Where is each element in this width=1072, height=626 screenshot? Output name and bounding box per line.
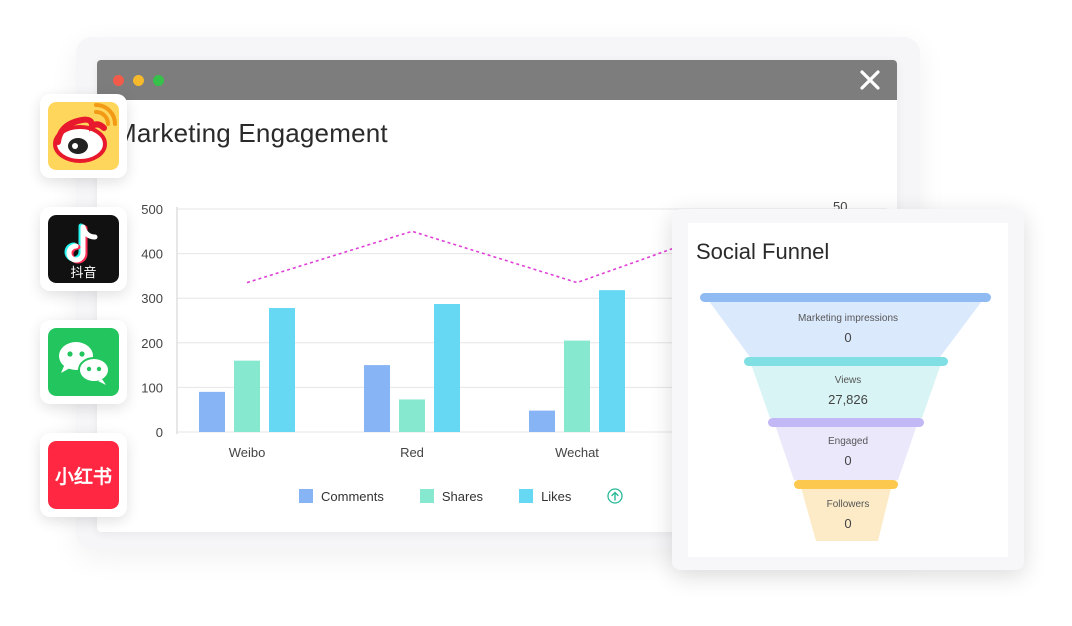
xiaohongshu-label: 小红书	[55, 465, 112, 488]
x-tick-label: Red	[400, 445, 424, 460]
funnel-stage	[800, 484, 892, 541]
funnel-stage-value: 0	[844, 330, 852, 345]
funnel-stage	[706, 297, 985, 357]
arrow-up-circle-icon[interactable]	[607, 488, 624, 504]
funnel-stage-value: 0	[844, 516, 852, 531]
funnel-stage-label: Followers	[826, 499, 870, 510]
legend-swatch	[299, 489, 313, 503]
y-tick-label: 500	[141, 202, 163, 217]
weibo-tile[interactable]	[40, 94, 127, 178]
legend-swatch	[519, 489, 534, 503]
legend-label: Shares	[441, 488, 484, 504]
weibo-icon	[48, 102, 119, 170]
bar	[399, 399, 425, 432]
close-icon[interactable]	[857, 67, 883, 93]
social-funnel-card: Social Funnel Marketing impressions 0 Vi…	[672, 209, 1024, 570]
bar	[434, 303, 460, 432]
bar	[529, 410, 555, 432]
funnel-graphic	[700, 293, 991, 541]
window-minimize-dot[interactable]	[133, 75, 144, 86]
bar	[199, 391, 225, 432]
bar	[599, 290, 625, 432]
chart-legend: Comments Shares Likes	[299, 486, 624, 506]
page-title: Marketing Engagement	[115, 118, 388, 148]
legend-item[interactable]: Likes	[519, 489, 571, 504]
legend-label: Likes	[541, 488, 572, 504]
douyin-label: 抖音	[70, 265, 96, 281]
y-tick-label: 400	[141, 247, 163, 262]
wechat-tile[interactable]	[40, 320, 127, 404]
funnel-stage-label: Views	[834, 375, 862, 386]
funnel-stage-band	[768, 418, 924, 427]
xiaohongshu-tile[interactable]: 小红书	[40, 433, 127, 517]
legend-swatch	[419, 489, 434, 503]
window-titlebar	[97, 60, 897, 100]
funnel-title: Social Funnel	[696, 239, 830, 264]
y-tick-label: 100	[141, 380, 163, 395]
bar	[234, 360, 260, 432]
y-tick-label: 0	[156, 425, 163, 440]
legend-item[interactable]: Shares	[419, 488, 484, 504]
funnel-stage	[774, 422, 918, 480]
bar	[269, 308, 295, 432]
x-tick-label: Wechat	[555, 445, 599, 460]
wechat-icon	[48, 328, 119, 396]
xiaohongshu-icon: 小红书	[48, 441, 119, 509]
funnel-stage-band	[744, 357, 948, 366]
funnel-stage-label: Engaged	[827, 436, 869, 447]
funnel-stage-band	[700, 293, 991, 302]
window-maximize-dot[interactable]	[153, 75, 164, 86]
funnel-stage-label: Marketing impressions	[797, 313, 899, 324]
funnel-panel: Social Funnel Marketing impressions 0 Vi…	[688, 223, 1008, 557]
window-close-dot[interactable]	[113, 75, 124, 86]
legend-item[interactable]: Comments	[299, 489, 384, 504]
bar	[564, 340, 590, 432]
tiktok-icon: 抖音	[48, 215, 119, 283]
line-series	[246, 230, 698, 284]
x-tick-label: Weibo	[229, 445, 266, 460]
funnel-stage	[750, 361, 942, 418]
y-tick-label: 300	[141, 291, 163, 306]
y-tick-label: 200	[141, 336, 163, 351]
legend-label: Comments	[321, 488, 384, 504]
funnel-stage-value: 0	[844, 453, 852, 468]
bar	[364, 365, 390, 432]
funnel-stage-band	[794, 480, 898, 489]
douyin-tile[interactable]: 抖音	[40, 207, 127, 291]
funnel-stage-value: 27,826	[828, 392, 868, 407]
